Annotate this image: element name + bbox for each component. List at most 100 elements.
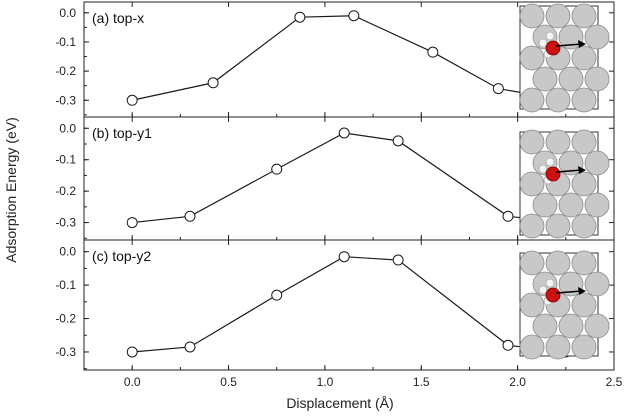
surface-atoms — [519, 250, 610, 360]
data-point — [184, 210, 196, 222]
surface-atom — [519, 87, 545, 113]
surface-atom — [558, 313, 584, 339]
adsorbate-atom — [545, 40, 561, 56]
surface-atom — [571, 292, 597, 318]
y-tick-label: -0.1 — [55, 278, 76, 292]
adsorbate-atom — [545, 166, 561, 182]
y-tick-label: -0.3 — [55, 345, 76, 359]
data-point — [126, 94, 138, 106]
adsorbate-atom — [545, 287, 561, 303]
displacement-arrow — [555, 290, 583, 294]
h-atom — [538, 285, 548, 295]
surface-atom — [519, 334, 545, 360]
surface-atom — [519, 45, 545, 71]
surface-atoms — [519, 129, 610, 239]
y-tick-label: -0.1 — [55, 153, 76, 167]
y-axis-label: Adsorption Energy (eV) — [3, 117, 19, 263]
surface-atom — [571, 129, 597, 155]
data-point — [348, 10, 360, 22]
y-tick-label: 0.0 — [59, 245, 76, 259]
data-point — [427, 46, 439, 58]
data-point — [392, 135, 404, 147]
data-point — [294, 11, 306, 23]
h-atom — [545, 157, 555, 167]
surface-atom — [519, 213, 545, 239]
structure-inset — [519, 3, 610, 113]
surface-atom — [519, 129, 545, 155]
panel-2: 0.0 -0.1 -0.2 -0.3 (b) top-y1 — [55, 116, 615, 241]
surface-atom — [584, 192, 610, 218]
surface-atom — [571, 3, 597, 29]
panel-3: 0.0 -0.1 -0.2 -0.3 (c) top-y2 — [55, 239, 615, 371]
x-axis-label: Displacement (Å) — [286, 395, 393, 411]
arrow-head — [578, 166, 586, 174]
data-point — [271, 289, 283, 301]
surface-atom — [519, 250, 545, 276]
data-point — [338, 127, 350, 139]
h-atom — [545, 278, 555, 288]
x-tick-label: 2.0 — [509, 375, 526, 389]
y-tick-label: 0.0 — [59, 6, 76, 20]
surface-atom — [571, 87, 597, 113]
surface-atom — [519, 171, 545, 197]
surface-atom — [571, 334, 597, 360]
y-tick-label: -0.3 — [55, 216, 76, 230]
surface-atom — [584, 24, 610, 50]
surface-atom — [584, 313, 610, 339]
surface-atom — [545, 334, 571, 360]
surface-atom — [532, 66, 558, 92]
data-point — [126, 346, 138, 358]
surface-atom — [558, 24, 584, 50]
y-tick-label: -0.2 — [55, 184, 76, 198]
displacement-arrow — [555, 169, 583, 173]
x-tick-label: 1.0 — [317, 375, 334, 389]
data-point — [502, 210, 514, 222]
data-point — [392, 254, 404, 266]
y-tick-label: -0.1 — [55, 35, 76, 49]
data-point — [502, 339, 514, 351]
panel-1: 0.0 -0.1 -0.2 -0.3 (a) top-x — [55, 1, 615, 118]
surface-atom — [584, 66, 610, 92]
surface-atom — [571, 45, 597, 71]
surface-atom — [558, 271, 584, 297]
data-point — [126, 217, 138, 229]
surface-atom — [532, 313, 558, 339]
surface-atom — [584, 271, 610, 297]
data-point — [207, 77, 219, 89]
panel-label: (c) top-y2 — [92, 248, 151, 264]
y-tick-label: 0.0 — [59, 121, 76, 135]
structure-inset — [519, 129, 610, 239]
surface-atom — [558, 192, 584, 218]
data-point — [271, 163, 283, 175]
panel-frame — [83, 239, 615, 371]
h-atom — [538, 38, 548, 48]
x-tick-label: 1.5 — [413, 375, 430, 389]
series-line — [132, 256, 566, 353]
surface-atom — [545, 87, 571, 113]
panel-label: (a) top-x — [92, 10, 144, 26]
surface-atom — [545, 3, 571, 29]
surface-atom — [584, 150, 610, 176]
y-tick-label: -0.2 — [55, 64, 76, 78]
panel-label: (b) top-y1 — [92, 125, 152, 141]
structure-inset — [519, 250, 610, 360]
surface-atom — [558, 66, 584, 92]
surface-atom — [532, 192, 558, 218]
surface-atoms — [519, 3, 610, 113]
y-tick-label: -0.2 — [55, 312, 76, 326]
surface-atom — [571, 250, 597, 276]
x-tick-label: 2.5 — [606, 375, 623, 389]
data-point — [338, 251, 350, 263]
h-atom — [545, 31, 555, 41]
surface-atom — [571, 171, 597, 197]
data-point — [184, 341, 196, 353]
surface-atom — [545, 250, 571, 276]
surface-atom — [558, 150, 584, 176]
surface-atom — [545, 213, 571, 239]
series-line — [132, 132, 566, 224]
surface-atom — [545, 129, 571, 155]
arrow-head — [578, 40, 586, 48]
h-atom — [538, 164, 548, 174]
surface-atom — [519, 292, 545, 318]
